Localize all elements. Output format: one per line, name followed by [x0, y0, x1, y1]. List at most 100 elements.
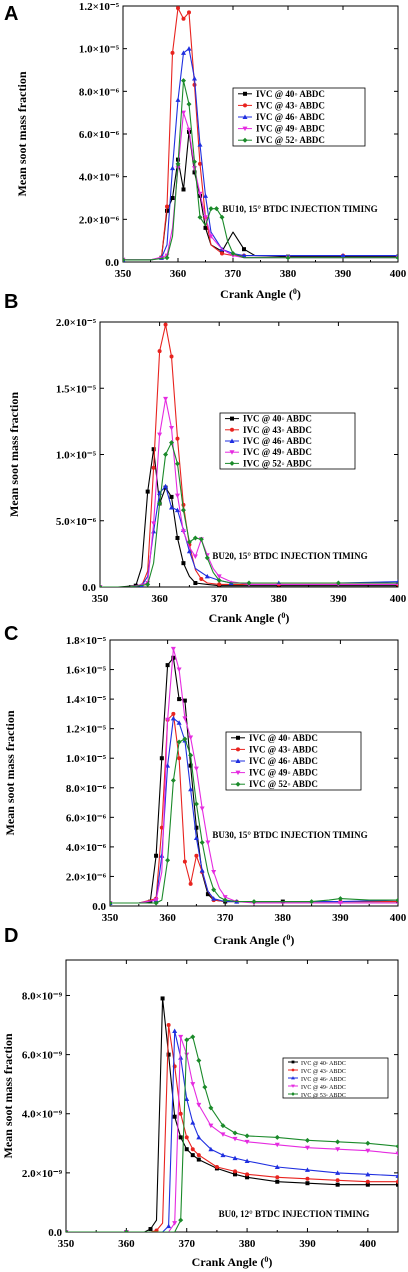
data-point [395, 1173, 398, 1178]
data-point [170, 196, 175, 200]
data-point [176, 667, 182, 673]
legend-box [219, 412, 356, 470]
data-point [151, 528, 157, 534]
legend-marker [291, 1060, 295, 1064]
data-point [186, 548, 192, 554]
series-group [110, 646, 398, 906]
data-point [242, 247, 246, 252]
data-point [220, 1123, 226, 1129]
legend-marker [291, 1092, 295, 1096]
y-tick-label: 1.0×10⁻⁵ [79, 44, 120, 56]
legend-entry: IVC @ 46◦ ABDC [243, 436, 312, 446]
data-point [166, 1052, 171, 1057]
data-point [184, 1147, 189, 1152]
data-point [208, 1123, 214, 1129]
x-tick-label: 390 [330, 593, 347, 605]
y-tick-label: 4.0×10⁻⁶ [79, 172, 120, 184]
y-tick-label: 1.2×10⁻⁵ [79, 1, 120, 13]
data-point [193, 801, 199, 807]
data-point [232, 1155, 238, 1161]
data-point [365, 1140, 371, 1146]
y-tick-label: 2.0×10⁻⁹ [22, 1168, 63, 1180]
legend-marker [229, 450, 235, 455]
chart-panel-d: D 350 360 370 380 390 400 0.0 2.0×10⁻⁹ 4.0×10⁻⁹ 6.… [1, 925, 399, 1270]
data-point [169, 505, 175, 510]
data-point [274, 1142, 280, 1148]
x-tick-label: 390 [299, 1238, 316, 1250]
legend-entry: IVC @ 49◦ ABDC [256, 124, 325, 134]
data-point [214, 1164, 219, 1169]
x-tick-label: 400 [390, 912, 407, 924]
series-line-4 [100, 398, 398, 587]
data-point [337, 901, 343, 906]
legend-box [282, 1057, 389, 1099]
data-point [395, 255, 398, 261]
data-point [193, 581, 198, 586]
data-point [181, 561, 186, 566]
series-line-3 [100, 485, 398, 587]
y-tick-label: 0.0 [48, 1227, 62, 1239]
data-point [188, 735, 194, 741]
data-point [192, 166, 197, 171]
y-tick-label: 1.2×10⁻⁵ [66, 724, 107, 736]
y-tick-label: 2.0×10⁻⁵ [56, 317, 97, 329]
data-point [157, 432, 163, 438]
legend-marker [242, 137, 248, 143]
data-point [186, 101, 192, 107]
data-point [335, 1147, 341, 1152]
x-axis-title: Crank Angle (0) [192, 1255, 273, 1270]
data-point [196, 1058, 202, 1064]
data-point [184, 1135, 189, 1140]
data-point [151, 521, 157, 526]
data-point [154, 853, 159, 858]
data-point [166, 1223, 172, 1229]
data-point [203, 215, 208, 220]
data-point [178, 1055, 184, 1060]
x-tick-label: 380 [280, 268, 297, 280]
data-point [203, 193, 208, 198]
data-point [170, 50, 175, 55]
data-point [123, 1229, 129, 1232]
x-tick-label: 370 [178, 1238, 195, 1250]
data-point [182, 736, 188, 742]
data-point [205, 892, 210, 897]
data-point [192, 554, 198, 560]
x-tick-label: 380 [271, 593, 288, 605]
data-point [163, 483, 169, 489]
data-point [172, 1114, 177, 1119]
data-point [170, 165, 175, 171]
data-point [186, 46, 192, 51]
data-point [304, 1167, 310, 1172]
data-point [187, 10, 191, 15]
data-point [177, 697, 182, 702]
data-point [151, 465, 156, 470]
y-tick-label: 8.0×10⁻⁶ [66, 783, 107, 795]
data-point [174, 461, 180, 467]
data-point [305, 1181, 310, 1186]
data-point [154, 1228, 159, 1232]
y-tick-label: 1.8×10⁻⁵ [66, 635, 107, 647]
data-point [175, 161, 181, 167]
data-point [193, 835, 199, 841]
data-point [365, 1148, 371, 1154]
data-point [194, 825, 199, 830]
x-tick-label: 350 [115, 268, 132, 280]
data-point [165, 663, 170, 668]
data-point [309, 899, 315, 905]
x-tick-label: 400 [390, 593, 407, 605]
y-axis-title: Mean soot mass fraction [3, 710, 17, 835]
legend-marker [291, 1084, 295, 1088]
data-point [335, 580, 341, 586]
data-point [100, 584, 103, 587]
data-point [365, 1171, 371, 1177]
legend-marker [230, 427, 234, 432]
data-point [199, 839, 205, 845]
data-point [396, 1179, 398, 1184]
data-point [159, 825, 164, 830]
data-point [396, 1182, 398, 1187]
series-line-1 [123, 131, 398, 261]
data-point [365, 1179, 370, 1184]
chart-panel-b: B 350 360 370 380 390 400 0.0 5.0×10⁻⁶ 1.0×10⁻⁵ 1.… [4, 291, 407, 625]
legend-marker [242, 126, 248, 132]
